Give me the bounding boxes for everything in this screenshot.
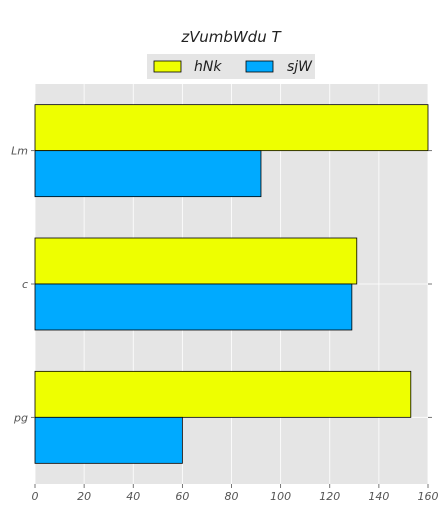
bar-sjw-c: [34, 283, 353, 331]
legend-swatch-hnk: [153, 60, 182, 73]
legend-swatch-sjw: [245, 60, 274, 73]
y-tick-label: c: [22, 278, 28, 291]
chart-title: zVumbWdu T: [180, 28, 282, 46]
axes: 0 20 40 60 80 100 120 140 160 Lm c pg: [11, 145, 438, 503]
x-tick-label: 80: [225, 490, 239, 503]
bar-hnk-pg: [34, 370, 412, 418]
x-tick-label: 0: [32, 490, 39, 503]
legend-label-hnk: hNk: [194, 59, 222, 75]
y-tick-label: pg: [13, 411, 28, 424]
y-tick-label: Lm: [11, 145, 28, 158]
bar-sjw-lm: [34, 150, 262, 198]
x-tick-label: 140: [368, 490, 389, 503]
x-tick-label: 20: [77, 490, 91, 503]
bar-hnk-c: [34, 237, 358, 285]
bars: [34, 104, 429, 464]
legend: hNk sjW: [147, 54, 315, 79]
x-tick-label: 100: [270, 490, 291, 503]
x-tick-label: 40: [126, 490, 140, 503]
legend-label-sjw: sjW: [287, 59, 313, 75]
x-tick-label: 160: [418, 490, 439, 503]
x-tick-label: 60: [175, 490, 189, 503]
bar-sjw-pg: [34, 416, 183, 464]
x-tick-label: 120: [319, 490, 340, 503]
bar-hnk-lm: [34, 104, 429, 152]
